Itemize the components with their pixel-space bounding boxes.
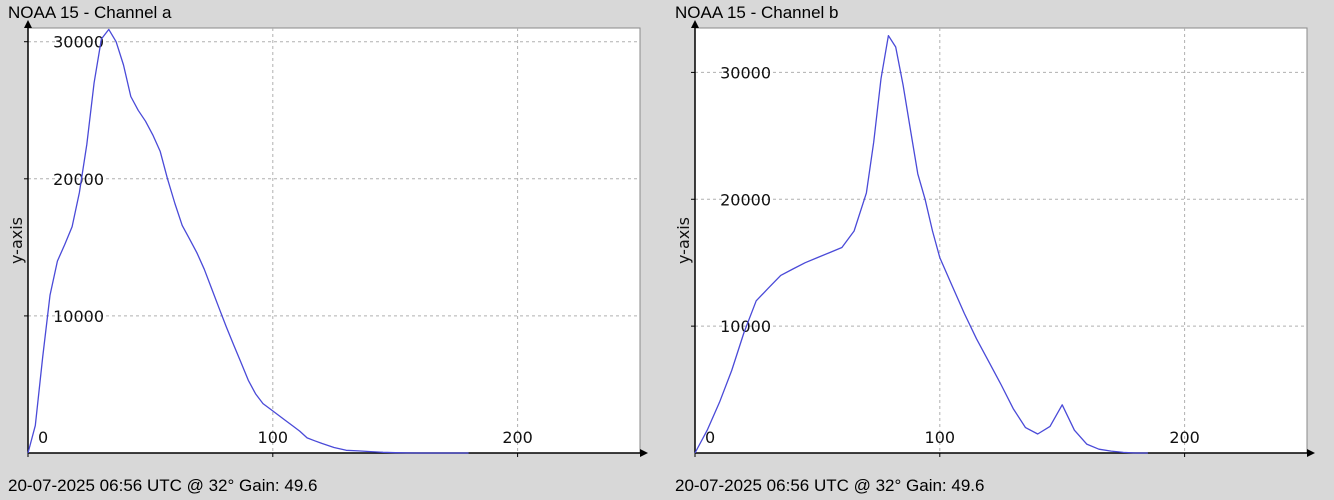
chart-plot-a: 0 100 200 10000 20000 30000 y-axis	[7, 20, 648, 457]
y-tick-label: 30000	[53, 33, 104, 52]
y-axis-arrow	[24, 20, 32, 28]
x-tick-label: 100	[925, 428, 956, 447]
plot-area	[27, 27, 641, 454]
x-tick-label: 0	[705, 428, 715, 447]
x-tick-label: 0	[38, 428, 48, 447]
chart-panel-a: NOAA 15 - Channel a 0 100 200 10000 20000 300…	[7, 3, 648, 495]
x-tick-label: 200	[1169, 428, 1200, 447]
y-axis-label: y-axis	[674, 217, 693, 264]
y-axis-label: y-axis	[7, 217, 26, 264]
chart-footer: 20-07-2025 06:56 UTC @ 32° Gain: 49.6	[675, 476, 985, 495]
series-line	[27, 28, 469, 454]
plot-area	[694, 27, 1308, 454]
y-tick-label: 10000	[720, 317, 771, 336]
x-tick-label: 200	[502, 428, 533, 447]
x-tick-label: 100	[258, 428, 289, 447]
series-line	[694, 34, 1148, 454]
y-axis-arrow	[691, 20, 699, 28]
chart-title: NOAA 15 - Channel a	[8, 3, 172, 22]
chart-panel-b: NOAA 15 - Channel b 0 100 200 10000 20000 300…	[667, 0, 1334, 500]
chart-plot-b: 0 100 200 10000 20000 30000 y-axis	[674, 20, 1315, 457]
y-tick-label: 20000	[53, 170, 104, 189]
chart-title: NOAA 15 - Channel b	[675, 3, 839, 22]
y-tick-label: 30000	[720, 63, 771, 82]
y-tick-label: 20000	[720, 190, 771, 209]
x-axis-arrow	[640, 449, 648, 457]
chart-footer: 20-07-2025 06:56 UTC @ 32° Gain: 49.6	[8, 476, 318, 495]
y-tick-label: 10000	[53, 307, 104, 326]
x-axis-arrow	[1307, 449, 1315, 457]
